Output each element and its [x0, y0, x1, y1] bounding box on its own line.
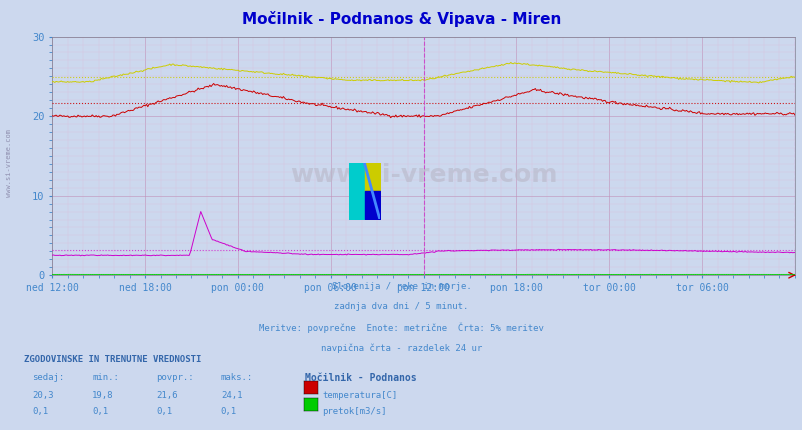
Text: navpična črta - razdelek 24 ur: navpična črta - razdelek 24 ur [321, 344, 481, 353]
Text: www.si-vreme.com: www.si-vreme.com [290, 163, 557, 187]
Text: 0,1: 0,1 [156, 407, 172, 416]
Text: www.si-vreme.com: www.si-vreme.com [6, 129, 12, 197]
Text: Močilnik - Podnanos: Močilnik - Podnanos [305, 373, 416, 383]
Text: 20,3: 20,3 [32, 391, 54, 400]
Text: 24,1: 24,1 [221, 391, 242, 400]
Text: 0,1: 0,1 [221, 407, 237, 416]
Text: temperatura[C]: temperatura[C] [322, 391, 397, 400]
Text: ZGODOVINSKE IN TRENUTNE VREDNOSTI: ZGODOVINSKE IN TRENUTNE VREDNOSTI [24, 355, 201, 364]
Text: 0,1: 0,1 [92, 407, 108, 416]
Text: Slovenija / reke in morje.: Slovenija / reke in morje. [331, 282, 471, 291]
Text: Meritve: povprečne  Enote: metrične  Črta: 5% meritev: Meritve: povprečne Enote: metrične Črta:… [259, 323, 543, 333]
Text: 19,8: 19,8 [92, 391, 114, 400]
Text: maks.:: maks.: [221, 373, 253, 382]
Text: povpr.:: povpr.: [156, 373, 194, 382]
Text: sedaj:: sedaj: [32, 373, 64, 382]
Text: 21,6: 21,6 [156, 391, 178, 400]
Text: Močilnik - Podnanos & Vipava - Miren: Močilnik - Podnanos & Vipava - Miren [241, 11, 561, 27]
Text: pretok[m3/s]: pretok[m3/s] [322, 407, 386, 416]
Text: 0,1: 0,1 [32, 407, 48, 416]
Text: min.:: min.: [92, 373, 119, 382]
Text: zadnja dva dni / 5 minut.: zadnja dva dni / 5 minut. [334, 302, 468, 311]
